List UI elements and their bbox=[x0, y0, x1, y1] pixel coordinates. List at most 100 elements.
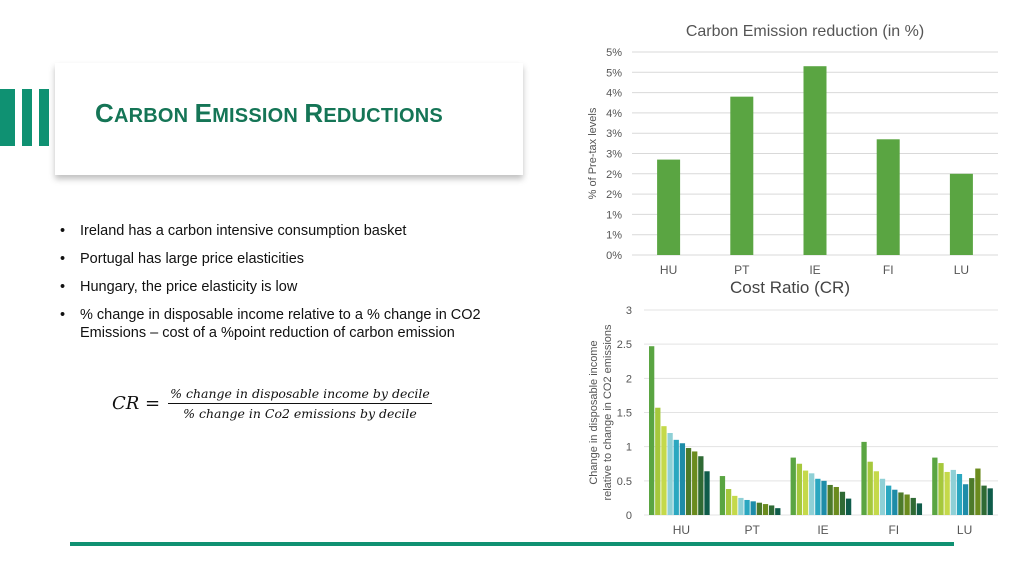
bar-hu-decile-6 bbox=[679, 443, 686, 515]
bar-hu-decile-8 bbox=[692, 451, 698, 515]
bar-lu-decile-8 bbox=[975, 468, 981, 515]
formula-fraction: % change in disposable income by decile … bbox=[168, 386, 432, 421]
bar-hu-decile-10 bbox=[704, 471, 710, 515]
accent-bars bbox=[0, 89, 60, 146]
y-tick-label: 3% bbox=[606, 149, 622, 161]
bar-lu-decile-10 bbox=[987, 488, 993, 515]
y-axis-label: Change in disposable income bbox=[588, 340, 600, 484]
y-tick-label: 5% bbox=[606, 67, 622, 79]
chart-title: Cost Ratio (CR) bbox=[730, 278, 850, 297]
bullet-item: Portugal has large price elasticities bbox=[58, 250, 518, 268]
bar-pt-decile-8 bbox=[762, 504, 769, 515]
y-tick-label: 2% bbox=[606, 169, 622, 181]
y-tick-label: 5% bbox=[606, 47, 622, 59]
y-tick-label: 3 bbox=[626, 305, 632, 317]
bar-ie-decile-2 bbox=[796, 463, 803, 515]
chart-title: Carbon Emission reduction (in %) bbox=[686, 23, 924, 40]
bar-lu-decile-5 bbox=[956, 474, 963, 515]
x-tick-label: PT bbox=[745, 523, 761, 537]
x-tick-label: LU bbox=[957, 523, 972, 537]
bar-pt-decile-4 bbox=[738, 497, 744, 515]
x-tick-label: LU bbox=[954, 263, 969, 277]
bar-ie bbox=[803, 66, 827, 256]
x-tick-label: PT bbox=[734, 263, 750, 277]
y-tick-label: 4% bbox=[606, 88, 622, 100]
x-tick-label: HU bbox=[673, 523, 690, 537]
bar-fi-decile-3 bbox=[873, 471, 879, 515]
bar-fi-decile-10 bbox=[916, 503, 923, 515]
bar-pt-decile-3 bbox=[732, 495, 738, 515]
bar-ie-decile-3 bbox=[802, 470, 809, 515]
cost-ratio-chart: Cost Ratio (CR) 0 0.5 1 1.5 2 2.5 3 Change in di… bbox=[588, 278, 998, 537]
bullet-item: Ireland has a carbon intensive consumpti… bbox=[58, 222, 518, 240]
bar-hu-decile-5 bbox=[673, 439, 679, 515]
bar-lu-decile-1 bbox=[932, 457, 938, 515]
title-card: CARBON EMISSION REDUCTIONS bbox=[55, 63, 523, 175]
y-tick-label: 1.5 bbox=[617, 408, 632, 420]
bar-pt-decile-2 bbox=[725, 489, 732, 515]
accent-bar bbox=[39, 89, 49, 146]
bullet-item: Hungary, the price elasticity is low bbox=[58, 278, 518, 296]
bar-ie-decile-7 bbox=[827, 484, 833, 515]
y-tick-label: 2.5 bbox=[617, 339, 632, 351]
accent-bar bbox=[0, 89, 15, 146]
bar-pt-decile-10 bbox=[775, 508, 781, 515]
bar-pt bbox=[730, 96, 754, 255]
bar-lu-decile-2 bbox=[938, 463, 944, 515]
formula-numerator: % change in disposable income by decile bbox=[168, 386, 432, 404]
bar-hu-decile-2 bbox=[655, 407, 661, 515]
bar-fi-decile-2 bbox=[867, 461, 873, 515]
bar-pt-decile-1 bbox=[719, 476, 726, 515]
formula-lhs: CR = bbox=[112, 393, 161, 414]
bar-fi-decile-9 bbox=[910, 497, 916, 515]
y-tick-label: 4% bbox=[606, 108, 622, 120]
slide-title: CARBON EMISSION REDUCTIONS bbox=[95, 98, 443, 128]
accent-bar bbox=[22, 89, 32, 146]
bar-lu-decile-3 bbox=[944, 471, 950, 515]
y-tick-label: 0% bbox=[606, 250, 622, 262]
bar-lu-decile-7 bbox=[969, 478, 975, 515]
y-axis-label: % of Pre-tax levels bbox=[587, 107, 599, 199]
bar-pt-decile-7 bbox=[756, 502, 762, 515]
x-tick-label: IE bbox=[817, 523, 828, 537]
x-tick-label: IE bbox=[809, 263, 820, 277]
x-tick-label: FI bbox=[888, 523, 899, 537]
bar-lu-decile-6 bbox=[962, 484, 969, 515]
bar-fi-decile-7 bbox=[898, 492, 904, 515]
bar-fi bbox=[876, 139, 900, 255]
bar-ie-decile-1 bbox=[790, 457, 796, 515]
bar-hu-decile-3 bbox=[661, 426, 667, 515]
bar-fi-decile-1 bbox=[861, 441, 867, 515]
emission-reduction-chart: Carbon Emission reduction (in %) 0% 1% 1% 2%… bbox=[587, 23, 998, 277]
y-tick-label: 0 bbox=[626, 510, 632, 522]
y-tick-label: 2% bbox=[606, 189, 622, 201]
bar-ie-decile-5 bbox=[815, 478, 821, 515]
bar-hu-decile-1 bbox=[649, 346, 655, 515]
bar-ie-decile-8 bbox=[833, 486, 839, 515]
y-tick-label: 2 bbox=[626, 373, 632, 385]
y-tick-label: 0.5 bbox=[617, 476, 632, 488]
bar-fi-decile-4 bbox=[879, 478, 886, 515]
y-tick-label: 1% bbox=[606, 209, 622, 221]
x-tick-label: HU bbox=[660, 263, 677, 277]
bar-lu-decile-4 bbox=[950, 469, 956, 515]
cost-ratio-formula: CR = % change in disposable income by de… bbox=[112, 386, 432, 421]
bar-ie-decile-10 bbox=[845, 498, 852, 515]
bar-hu bbox=[657, 159, 681, 255]
formula-denominator: % change in Co2 emissions by decile bbox=[183, 406, 417, 421]
bar-fi-decile-8 bbox=[904, 494, 910, 515]
bar-hu-decile-7 bbox=[685, 448, 692, 515]
bar-lu-decile-9 bbox=[981, 485, 987, 515]
bar-hu-decile-9 bbox=[698, 456, 704, 515]
footer-rule bbox=[70, 542, 954, 546]
bar-pt-decile-5 bbox=[744, 499, 750, 515]
x-tick-label: FI bbox=[883, 263, 894, 277]
bar-fi-decile-6 bbox=[892, 489, 898, 515]
y-axis-label: relative to change in CO2 emissions bbox=[602, 324, 614, 501]
bar-fi-decile-5 bbox=[886, 485, 892, 515]
y-tick-label: 3% bbox=[606, 128, 622, 140]
bar-ie-decile-4 bbox=[809, 473, 815, 515]
bar-pt-decile-9 bbox=[769, 505, 775, 515]
y-tick-label: 1 bbox=[626, 442, 632, 454]
bar-pt-decile-6 bbox=[750, 501, 756, 515]
